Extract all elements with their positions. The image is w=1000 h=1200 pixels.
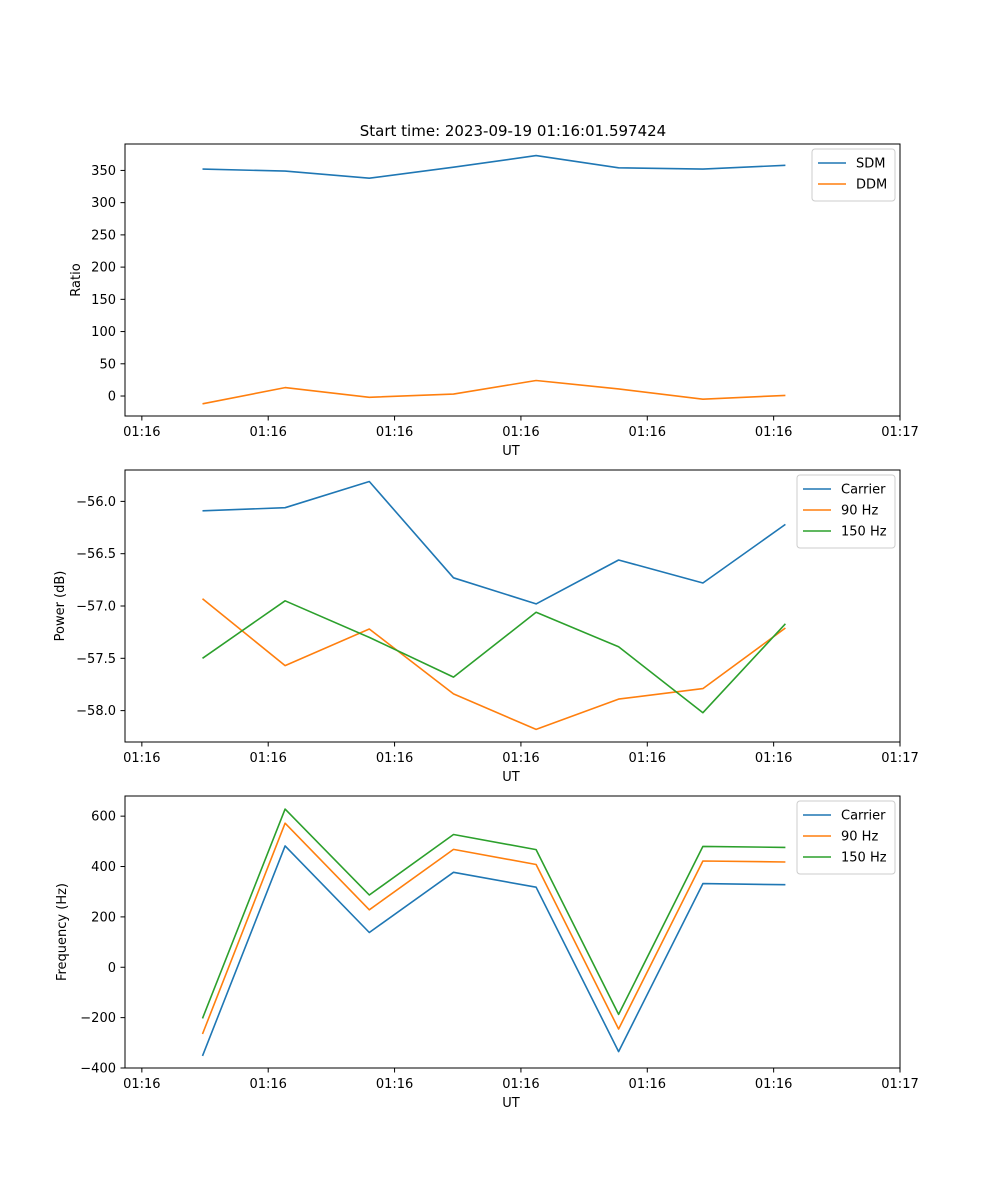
ratio-x-tick-label: 01:16	[629, 425, 666, 440]
power-y-tick-label: −56.5	[76, 547, 116, 562]
ratio-y-axis-label: Ratio	[69, 263, 84, 296]
power-x-tick-label: 01:16	[123, 751, 160, 766]
power-x-tick-label: 01:16	[629, 751, 666, 766]
ratio-y-tick-label: 200	[91, 261, 116, 276]
frequency-x-tick-label: 01:16	[249, 1077, 286, 1092]
ratio-y-tick-label: 50	[99, 357, 116, 372]
frequency-x-tick-label: 01:16	[629, 1077, 666, 1092]
ratio-x-axis-label: UT	[502, 444, 520, 459]
power-legend-label-90-hz: 90 Hz	[841, 504, 878, 519]
frequency-y-tick-label: −400	[80, 1062, 116, 1077]
frequency-x-tick-label: 01:17	[881, 1077, 918, 1092]
power-legend-label-carrier: Carrier	[841, 483, 886, 498]
ratio-y-tick-label: 250	[91, 228, 116, 243]
ratio-y-tick-label: 350	[91, 164, 116, 179]
frequency-x-tick-label: 01:16	[502, 1077, 539, 1092]
frequency-legend-label-150-hz: 150 Hz	[841, 851, 887, 866]
frequency-legend-label-90-hz: 90 Hz	[841, 830, 878, 845]
frequency-y-tick-label: 0	[108, 961, 116, 976]
frequency-panel: 01:16 01:16 01:16 01:16 01:16 01:16 01:17 −400 −…	[55, 795, 919, 1111]
power-panel: 01:16 01:16 01:16 01:16 01:16 01:16 01:17 −58.0…	[53, 469, 919, 785]
power-y-tick-label: −58.0	[76, 704, 116, 719]
ratio-x-tick-label: 01:16	[376, 425, 413, 440]
power-y-tick-label: −57.0	[76, 600, 116, 615]
power-y-tick-label: −56.0	[76, 495, 116, 510]
power-legend-box	[796, 474, 896, 549]
ratio-legend-label-sdm: SDM	[856, 157, 885, 172]
frequency-y-tick-label: 400	[91, 860, 116, 875]
ratio-x-tick-label: 01:16	[123, 425, 160, 440]
power-x-tick-label: 01:17	[881, 751, 918, 766]
frequency-x-tick-label: 01:16	[755, 1077, 792, 1092]
frequency-y-tick-label: −200	[80, 1011, 116, 1026]
power-legend-label-150-hz: 150 Hz	[841, 525, 887, 540]
frequency-x-axis-label: UT	[502, 1096, 520, 1111]
figure-title: Start time: 2023-09-19 01:16:01.597424	[360, 122, 666, 140]
power-carrier-line	[202, 480, 786, 605]
ratio-legend-box	[811, 148, 896, 202]
frequency-150-hz-line	[201, 808, 786, 1019]
frequency-y-axis-label: Frequency (Hz)	[55, 883, 70, 981]
power-x-tick-label: 01:16	[755, 751, 792, 766]
power-axes-frame	[124, 469, 901, 743]
frequency-axes-frame	[124, 795, 901, 1069]
power-x-tick-label: 01:16	[502, 751, 539, 766]
frequency-x-tick-label: 01:16	[123, 1077, 160, 1092]
ratio-axes-frame	[124, 143, 901, 417]
power-x-tick-label: 01:16	[249, 751, 286, 766]
power-series-group	[201, 480, 786, 731]
ratio-y-tick-label: 0	[108, 390, 116, 405]
power-legend: Carrier 90 Hz 150 Hz	[796, 474, 896, 549]
frequency-y-tick-label: 200	[91, 910, 116, 925]
ratio-series-group	[202, 154, 786, 405]
ratio-y-tick-label: 150	[91, 293, 116, 308]
power-y-tick-label: −57.5	[76, 652, 116, 667]
frequency-carrier-line	[201, 845, 786, 1057]
ratio-panel: 01:16 01:16 01:16 01:16 01:16 01:16 01:17 0 50 10…	[69, 143, 919, 459]
power-90-hz-line	[201, 598, 786, 731]
ratio-y-tick-label: 300	[91, 196, 116, 211]
frequency-series-group	[201, 808, 786, 1057]
ratio-legend-label-ddm: DDM	[856, 178, 887, 193]
power-x-tick-label: 01:16	[376, 751, 413, 766]
ratio-y-tick-label: 100	[91, 325, 116, 340]
ratio-ddm-line	[202, 379, 786, 405]
ratio-x-tick-label: 01:16	[502, 425, 539, 440]
ratio-sdm-line	[202, 154, 786, 179]
ratio-x-tick-label: 01:17	[881, 425, 918, 440]
frequency-y-tick-label: 600	[91, 810, 116, 825]
frequency-legend-label-carrier: Carrier	[841, 809, 886, 824]
frequency-legend-box	[796, 800, 896, 875]
frequency-legend: Carrier 90 Hz 150 Hz	[796, 800, 896, 875]
ratio-legend: SDM DDM	[811, 148, 896, 202]
ratio-x-tick-label: 01:16	[755, 425, 792, 440]
frequency-90-hz-line	[201, 822, 786, 1035]
ratio-x-tick-label: 01:16	[249, 425, 286, 440]
power-x-axis-label: UT	[502, 770, 520, 785]
power-y-axis-label: Power (dB)	[53, 571, 68, 642]
frequency-x-tick-label: 01:16	[376, 1077, 413, 1092]
power-150-hz-line	[202, 599, 786, 714]
